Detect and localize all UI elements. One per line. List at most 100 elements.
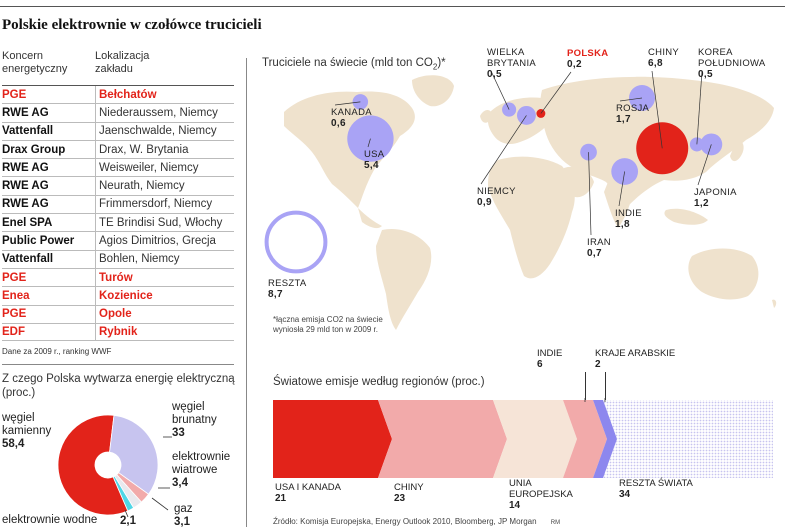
value-wiatrowe: 3,4 [172, 477, 188, 489]
region-segment [593, 400, 617, 478]
plant-company: PGE [2, 88, 27, 101]
plant-location: Turów [95, 268, 133, 287]
main-title: Polskie elektrownie w czołówce truciciel… [2, 17, 262, 33]
leader-line [490, 70, 510, 110]
country-name: KOREA POŁUDNIOWA [698, 47, 766, 69]
table-row: Vattenfall Jaenschwalde, Niemcy [2, 121, 234, 140]
plant-company: RWE AG [2, 180, 49, 193]
plant-company: RWE AG [2, 198, 49, 211]
plants-list: PGE Bełchatów RWE AG Niederaussem, Niemcy Va… [2, 85, 234, 342]
leader-line [540, 71, 572, 114]
credit-text: RM [550, 520, 561, 526]
region-segment [603, 400, 773, 478]
plant-company: EDF [2, 326, 25, 338]
country-value: 5,4 [364, 160, 379, 171]
country-value: 0,7 [587, 248, 602, 259]
label-wiatrowe-name: elektrownie wiatrowe [172, 451, 231, 476]
energy-chart-title: Z czego Polska wytwarza energię elektryc… [2, 373, 235, 399]
country-name: IRAN [587, 237, 611, 248]
region-value: 6 [537, 359, 543, 370]
plant-location: Drax, W. Brytania [95, 140, 188, 159]
map-title-sub: 2 [432, 62, 438, 72]
value-wodne-box: 2,1 [120, 515, 136, 527]
left-separator [2, 364, 234, 365]
landmass [412, 75, 454, 107]
plant-location: Rybnik [95, 323, 137, 341]
plant-location: Neurath, Niemcy [95, 177, 185, 195]
region-label: CHINY 23 [394, 482, 424, 504]
plant-location: Jaenschwalde, Niemcy [95, 122, 217, 140]
table-row: Enel SPA TE Brindisi Sud, Włochy [2, 213, 234, 232]
country-value: 1,7 [616, 114, 631, 125]
country-label: USA 5,4 [364, 149, 384, 171]
table-row: EDF Rybnik [2, 322, 234, 342]
region-label: USA I KANADA 21 [275, 482, 341, 504]
country-label: POLSKA 0,2 [567, 48, 608, 70]
table-row: RWE AG Weisweiler, Niemcy [2, 158, 234, 177]
regions-chart-title: Światowe emisje według regionów (proc.) [273, 376, 485, 388]
region-name: CHINY [394, 482, 424, 493]
plant-location: Frimmersdorf, Niemcy [95, 195, 212, 214]
region-name: KRAJE ARABSKIE [595, 348, 676, 359]
table-row: Public Power Agios Dimitrios, Grecja [2, 231, 234, 250]
label-wegiel-brunatny-name: węgiel brunatny [172, 401, 217, 426]
plant-location: Niederaussem, Niemcy [95, 104, 218, 122]
pie-leader-line [124, 509, 129, 518]
label-wegiel-brunatny: węgiel brunatny 33 [172, 401, 228, 440]
table-row: RWE AG Frimmersdorf, Niemcy [2, 194, 234, 214]
region-label: KRAJE ARABSKIE 2 [595, 348, 675, 370]
plant-company: Enel SPA [2, 216, 53, 229]
value-wegiel-kamienny: 58,4 [2, 438, 25, 450]
region-leader-line [585, 372, 586, 400]
landmass [480, 110, 492, 123]
leader-line [618, 171, 626, 207]
region-segment [273, 400, 392, 478]
plant-company: RWE AG [2, 161, 49, 174]
map-title: Truciciele na świecie (mld ton CO2)* [262, 57, 446, 71]
country-name: ROSJA [616, 103, 650, 114]
country-value: 0,5 [698, 69, 713, 80]
region-value: 23 [394, 493, 406, 504]
region-value: 21 [275, 493, 287, 504]
table-row: RWE AG Neurath, Niemcy [2, 176, 234, 195]
leader-line [588, 152, 592, 236]
plant-company: Drax Group [2, 143, 66, 156]
country-label: WIELKA BRYTANIA 0,5 [487, 47, 557, 80]
country-name: POLSKA [567, 48, 609, 59]
bubble-usa [347, 115, 394, 162]
country-value: 6,8 [648, 58, 663, 69]
country-value: 1,8 [615, 219, 630, 230]
bubble-reszta [264, 210, 328, 274]
plant-location: TE Brindisi Sud, Włochy [95, 214, 222, 232]
plant-company: Public Power [2, 235, 75, 248]
region-segment [563, 400, 607, 478]
table-row: PGE Opole [2, 304, 234, 323]
country-name: JAPONIA [694, 187, 737, 198]
regions-bar-chart [273, 398, 773, 478]
landmass [664, 208, 708, 225]
region-label: UNIA EUROPEJSKA 14 [509, 478, 579, 511]
table-row: PGE Bełchatów [2, 85, 234, 104]
region-name: UNIA EUROPEJSKA [509, 478, 573, 500]
label-wiatrowe: elektrownie wiatrowe 3,4 [172, 451, 242, 490]
value-wodne: 2,1 [120, 515, 136, 527]
plant-location: Opole [95, 305, 132, 323]
country-name: RESZTA [268, 278, 307, 289]
bubble-wielka-brytania [502, 102, 517, 117]
country-name: USA [364, 149, 385, 160]
source-note: Źródło: Komisja Europejska, Energy Outlo… [273, 517, 560, 526]
header-location: Lokalizacja zakładu [95, 50, 150, 75]
leader-line [651, 70, 663, 149]
country-label: JAPONIA 1,2 [694, 187, 737, 209]
landmass [772, 299, 777, 308]
plant-company: Vattenfall [2, 253, 54, 266]
label-wegiel-kamienny-name: węgiel kamienny [2, 412, 52, 437]
landmass [730, 140, 744, 162]
region-value: 34 [619, 489, 631, 500]
value-wegiel-brunatny: 33 [172, 427, 185, 439]
country-name: CHINY [648, 47, 680, 58]
region-leader-line [605, 372, 606, 400]
pie-slice [109, 414, 159, 495]
country-label: KANADA 0,6 [331, 107, 372, 129]
label-wegiel-kamienny: węgiel kamienny 58,4 [2, 412, 62, 451]
